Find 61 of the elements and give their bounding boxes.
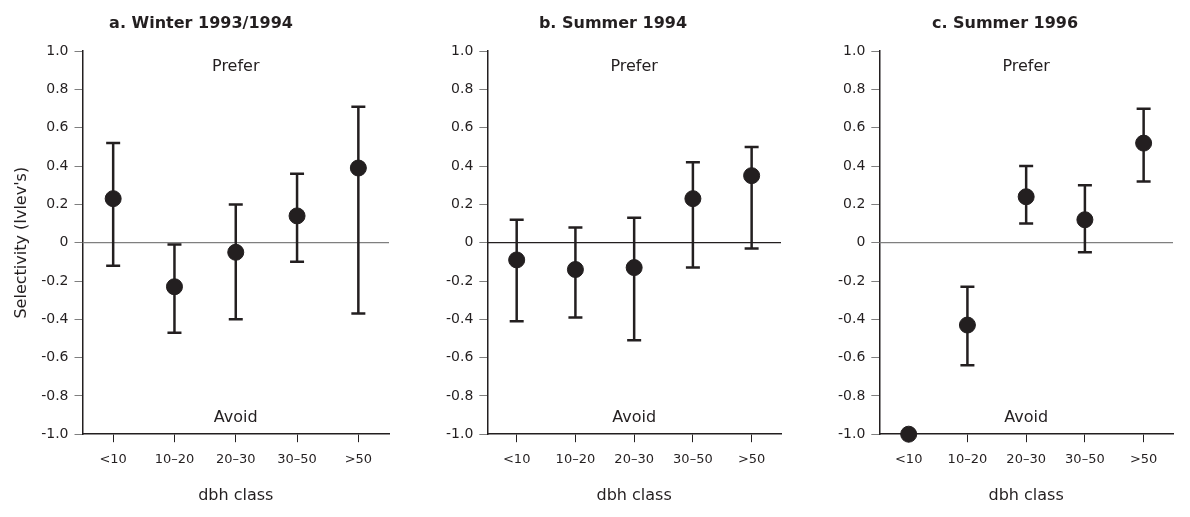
x-axis-title: dbh class bbox=[198, 484, 274, 504]
y-tick-label: 0.2 bbox=[451, 195, 474, 212]
y-tick-label: 0 bbox=[856, 233, 866, 250]
y-tick-label: -0.4 bbox=[41, 309, 69, 326]
y-tick-label: -1.0 bbox=[41, 424, 69, 441]
annotation: Prefer bbox=[1002, 56, 1051, 76]
x-axis-title: dbh class bbox=[988, 484, 1064, 504]
y-tick-label: 0.8 bbox=[843, 80, 866, 97]
x-tick-label: 30–50 bbox=[673, 451, 713, 467]
y-tick-label: -1.0 bbox=[445, 424, 474, 441]
y-tick-label: 0.2 bbox=[46, 195, 69, 212]
annotation: Avoid bbox=[1004, 407, 1049, 427]
y-tick-label: 0.8 bbox=[451, 80, 474, 97]
y-tick-label: 0 bbox=[59, 233, 69, 250]
y-tick-label: -0.2 bbox=[837, 271, 866, 288]
y-tick-label: 0.4 bbox=[451, 156, 474, 173]
x-tick-label: 30–50 bbox=[1065, 451, 1105, 467]
x-tick-label: <10 bbox=[99, 451, 127, 467]
y-tick-label: 0.4 bbox=[46, 156, 69, 173]
y-tick-label: 0.2 bbox=[843, 195, 866, 212]
x-tick-label: 20–30 bbox=[1006, 451, 1046, 467]
y-tick-label: -0.4 bbox=[837, 309, 866, 326]
x-tick-label: 30–50 bbox=[277, 451, 317, 467]
y-tick-label: -1.0 bbox=[837, 424, 866, 441]
x-axis-title: dbh class bbox=[596, 484, 672, 504]
y-tick-label: -0.8 bbox=[445, 386, 474, 403]
y-tick-label: -0.2 bbox=[445, 271, 474, 288]
annotation: Prefer bbox=[610, 56, 659, 76]
y-tick-label: -0.6 bbox=[445, 348, 474, 365]
x-tick-label: 10–20 bbox=[154, 451, 195, 467]
y-axis-title: Selectivity (Ivlev's) bbox=[10, 166, 30, 319]
x-tick-label: >50 bbox=[344, 451, 373, 467]
annotation: Avoid bbox=[213, 407, 258, 427]
y-tick-label: -0.4 bbox=[445, 309, 474, 326]
y-tick-label: -0.6 bbox=[41, 348, 69, 365]
x-tick-label: >50 bbox=[1129, 451, 1158, 467]
y-tick-label: 0.8 bbox=[46, 80, 69, 97]
y-tick-label: 1.0 bbox=[451, 41, 474, 58]
x-tick-label: 10–20 bbox=[947, 451, 988, 467]
y-tick-label: -0.6 bbox=[837, 348, 866, 365]
x-tick-label: 10–20 bbox=[555, 451, 596, 467]
y-tick-label: 1.0 bbox=[46, 41, 69, 58]
chart-title: a. Winter 1993/1994 bbox=[109, 12, 293, 32]
annotation: Prefer bbox=[212, 56, 260, 76]
y-tick-label: 1.0 bbox=[843, 41, 866, 58]
x-tick-label: >50 bbox=[737, 451, 766, 467]
chart-title: b. Summer 1994 bbox=[538, 12, 688, 32]
y-tick-label: 0 bbox=[464, 233, 474, 250]
y-tick-label: -0.8 bbox=[837, 386, 866, 403]
x-tick-label: <10 bbox=[894, 451, 923, 467]
x-tick-label: 20–30 bbox=[215, 451, 256, 467]
y-tick-label: 0.6 bbox=[843, 118, 866, 135]
y-tick-label: -0.2 bbox=[41, 271, 69, 288]
y-tick-label: -0.8 bbox=[41, 386, 69, 403]
chart-title: c. Summer 1996 bbox=[931, 12, 1079, 32]
x-tick-label: <10 bbox=[502, 451, 531, 467]
y-tick-label: 0.6 bbox=[46, 118, 69, 135]
y-tick-label: 0.4 bbox=[843, 156, 866, 173]
y-tick-label: 0.6 bbox=[451, 118, 474, 135]
x-tick-label: 20–30 bbox=[614, 451, 654, 467]
annotation: Avoid bbox=[612, 407, 657, 427]
